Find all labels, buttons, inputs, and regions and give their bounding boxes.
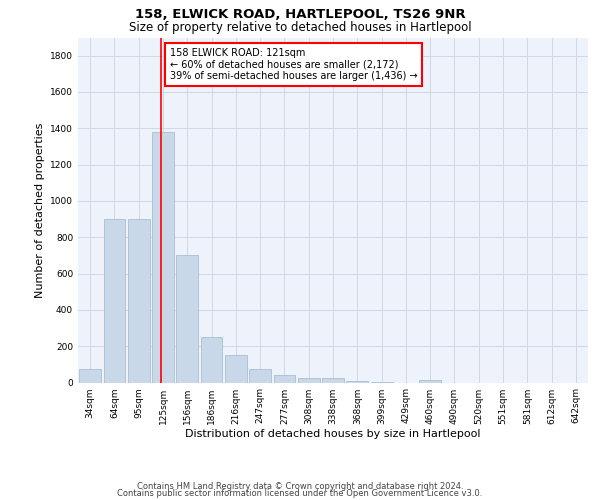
Text: 158, ELWICK ROAD, HARTLEPOOL, TS26 9NR: 158, ELWICK ROAD, HARTLEPOOL, TS26 9NR bbox=[134, 8, 466, 21]
Bar bbox=[419, 380, 441, 382]
Y-axis label: Number of detached properties: Number of detached properties bbox=[35, 122, 44, 298]
Bar bbox=[298, 378, 320, 382]
Text: Contains HM Land Registry data © Crown copyright and database right 2024.: Contains HM Land Registry data © Crown c… bbox=[137, 482, 463, 491]
X-axis label: Distribution of detached houses by size in Hartlepool: Distribution of detached houses by size … bbox=[185, 430, 481, 440]
Bar bbox=[104, 219, 125, 382]
Bar bbox=[152, 132, 174, 382]
Bar bbox=[200, 337, 223, 382]
Bar bbox=[249, 369, 271, 382]
Bar bbox=[176, 256, 198, 382]
Text: Size of property relative to detached houses in Hartlepool: Size of property relative to detached ho… bbox=[128, 21, 472, 34]
Bar bbox=[274, 375, 295, 382]
Bar bbox=[128, 219, 149, 382]
Bar bbox=[346, 380, 368, 382]
Text: Contains public sector information licensed under the Open Government Licence v3: Contains public sector information licen… bbox=[118, 489, 482, 498]
Text: 158 ELWICK ROAD: 121sqm
← 60% of detached houses are smaller (2,172)
39% of semi: 158 ELWICK ROAD: 121sqm ← 60% of detache… bbox=[170, 48, 418, 81]
Bar bbox=[79, 369, 101, 382]
Bar bbox=[225, 356, 247, 382]
Bar bbox=[322, 378, 344, 382]
